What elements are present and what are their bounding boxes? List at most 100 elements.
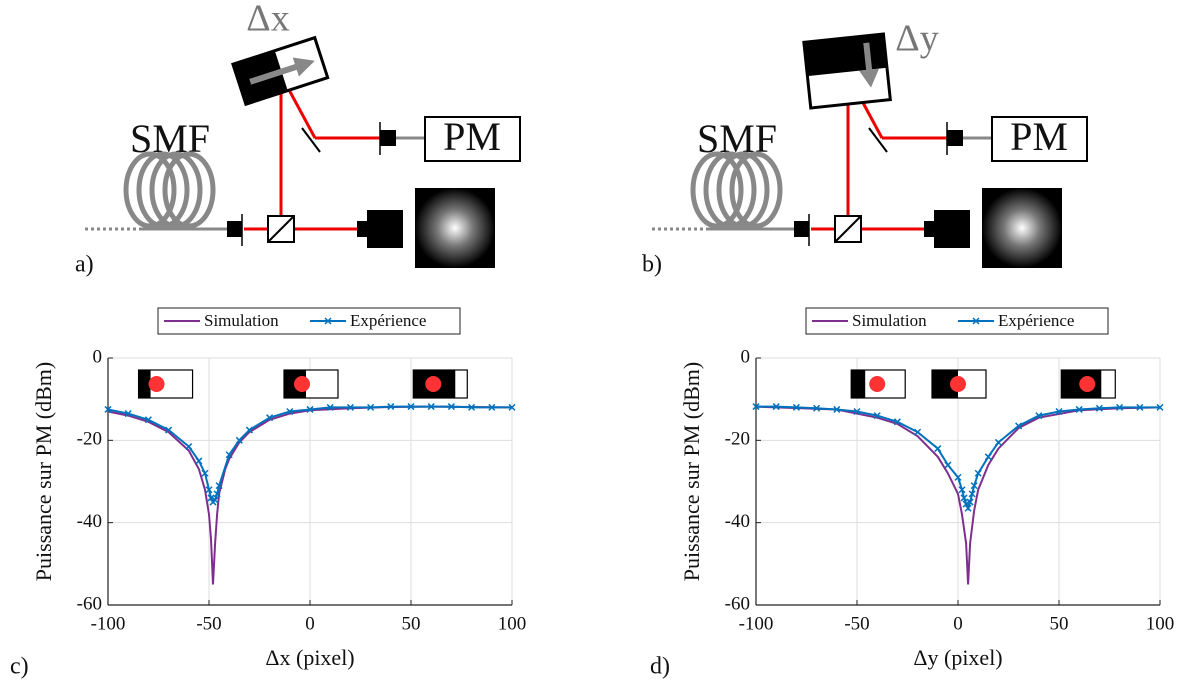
shift-arrow (292, 57, 315, 77)
x-tick-label: 0 (953, 613, 963, 634)
marker (306, 405, 314, 413)
marker (958, 486, 966, 494)
y-tick-label: -20 (725, 429, 750, 450)
legend-label: Expérience (350, 311, 426, 330)
panel-label: c) (10, 654, 29, 680)
inset-icon (138, 370, 151, 398)
y-tick-label: -40 (725, 511, 750, 532)
inset-icon (851, 370, 866, 398)
fiber-coil (716, 151, 770, 229)
y-tick-label: 0 (93, 346, 103, 367)
inset-icon (425, 376, 442, 392)
marker (944, 461, 952, 469)
camera (367, 210, 403, 248)
marker (195, 457, 203, 465)
legend-label: Expérience (998, 311, 1074, 330)
fiber-coil (703, 151, 757, 229)
inset-icon (950, 376, 966, 392)
marker (468, 403, 476, 411)
marker (427, 403, 435, 411)
panel-label: b) (642, 252, 662, 278)
panel-label: a) (75, 252, 94, 278)
legend-swatch (324, 317, 332, 325)
shift-label: Δy (895, 18, 938, 60)
x-tick-label: -100 (91, 613, 126, 634)
marker (813, 404, 821, 412)
fiber-coil (729, 151, 783, 229)
marker (488, 403, 496, 411)
marker (165, 426, 173, 434)
detector-label: PM (1010, 114, 1068, 159)
y-tick-label: 0 (741, 346, 751, 367)
detector-label: PM (443, 114, 501, 159)
shift-arrow (859, 68, 880, 88)
marker (326, 403, 334, 411)
y-axis-label: Puissance sur PM (dBm) (679, 362, 704, 581)
fiber-coil (136, 151, 190, 229)
x-tick-label: 0 (305, 613, 315, 634)
marker (211, 496, 219, 504)
x-axis-label: Δx (pixel) (265, 645, 354, 670)
fiber-coil (162, 151, 216, 229)
marker (286, 407, 294, 416)
legend-label: Simulation (204, 311, 279, 330)
marker (853, 407, 861, 416)
marker (1055, 407, 1063, 416)
marker (185, 442, 193, 451)
marker (225, 451, 233, 459)
detector-box (424, 116, 521, 162)
lens (794, 221, 809, 237)
marker (266, 414, 274, 422)
marker (213, 490, 221, 498)
marker (974, 469, 982, 477)
marker (205, 486, 213, 494)
marker (752, 403, 760, 411)
beam-profile (982, 188, 1062, 268)
marker (1035, 412, 1043, 420)
marker (407, 403, 415, 411)
marker (367, 403, 375, 411)
beam-splitter (267, 215, 295, 243)
lens (227, 221, 242, 237)
camera (924, 221, 936, 237)
mirror (301, 127, 321, 153)
marker (984, 453, 992, 461)
marker (893, 418, 901, 426)
shift-arrow (863, 42, 873, 73)
detector-lens (947, 130, 963, 146)
x-tick-label: 50 (402, 613, 421, 634)
x-tick-label: 50 (1050, 613, 1069, 634)
marker (215, 482, 223, 490)
mirror (868, 127, 888, 153)
marker (833, 405, 841, 413)
inset-icon (148, 376, 165, 392)
marker (447, 403, 455, 411)
legend-label: Simulation (852, 311, 927, 330)
marker (962, 500, 970, 508)
y-tick-label: -60 (725, 593, 750, 614)
x-tick-label: 100 (1146, 613, 1175, 634)
marker (968, 490, 976, 498)
marker (1156, 403, 1164, 411)
marker (994, 438, 1002, 446)
marker (1136, 403, 1144, 411)
marker (346, 403, 354, 411)
marker (960, 494, 968, 502)
detector-lens (380, 130, 396, 146)
marker (1116, 403, 1124, 411)
marker (966, 498, 974, 506)
shift-arrow (249, 62, 301, 85)
y-tick-label: -40 (77, 511, 102, 532)
panel-label: d) (650, 654, 670, 680)
chart: -100 -50 0 50 100 -60 -40 -20 0 Simulation Expérie… (10, 307, 527, 680)
legend-box (157, 307, 461, 335)
x-tick-label: 100 (498, 613, 527, 634)
marker (1075, 405, 1083, 413)
camera (934, 210, 970, 248)
marker (144, 416, 152, 424)
marker (792, 403, 800, 411)
marker (104, 405, 112, 413)
